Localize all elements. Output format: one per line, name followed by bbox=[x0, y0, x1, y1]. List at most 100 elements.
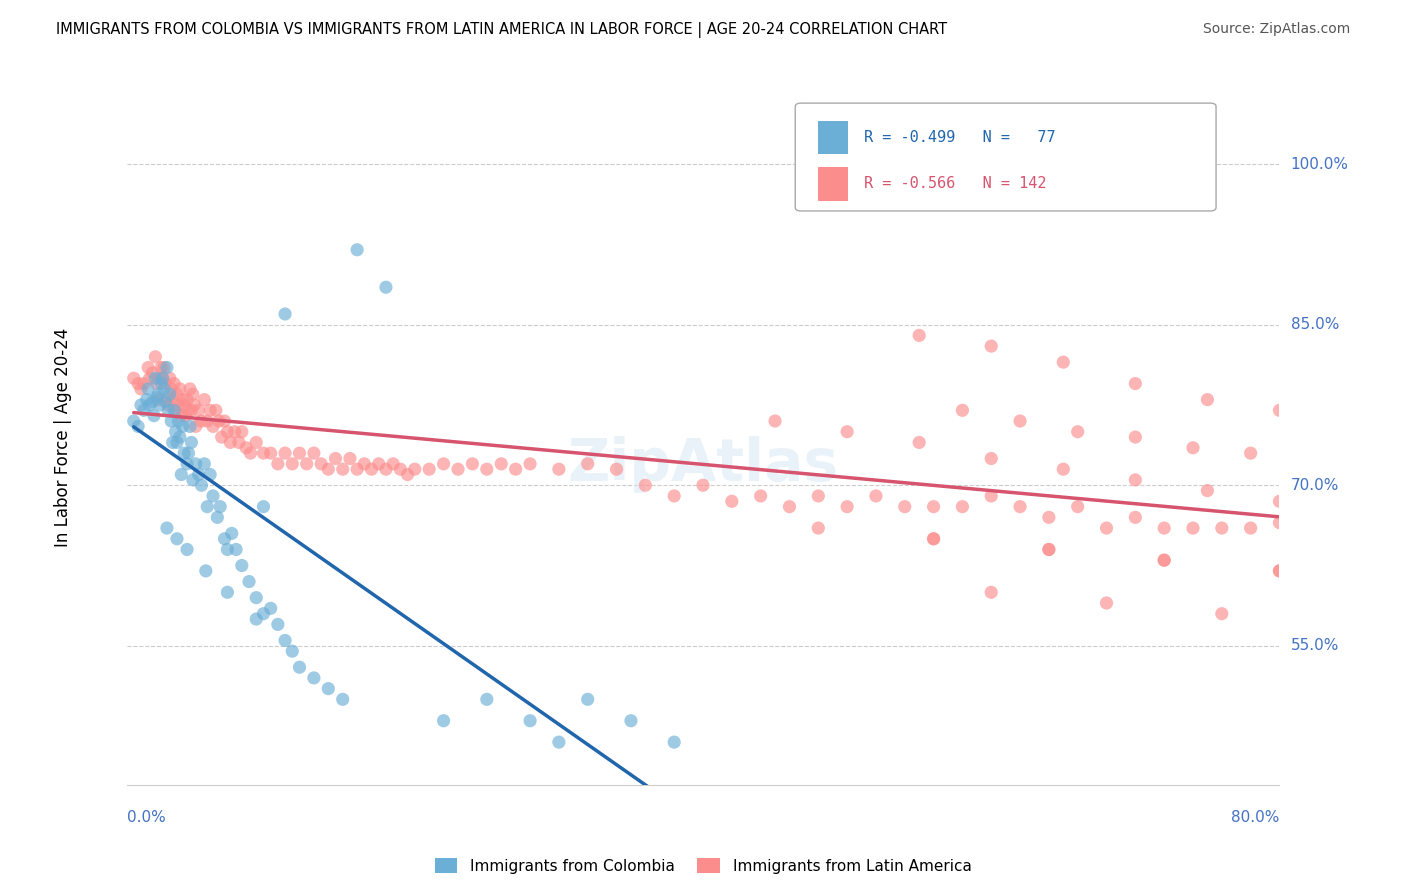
Point bbox=[141, 394, 163, 409]
Point bbox=[169, 382, 191, 396]
Point bbox=[172, 392, 194, 407]
Point bbox=[692, 478, 714, 492]
Point bbox=[194, 564, 217, 578]
Point bbox=[159, 387, 181, 401]
Point bbox=[163, 376, 186, 391]
Point bbox=[1067, 425, 1090, 439]
Point bbox=[129, 382, 152, 396]
Text: 55.0%: 55.0% bbox=[1291, 639, 1339, 653]
Point bbox=[1052, 355, 1074, 369]
Point bbox=[1181, 521, 1204, 535]
Point bbox=[167, 414, 190, 428]
Point bbox=[177, 403, 200, 417]
Text: 85.0%: 85.0% bbox=[1291, 318, 1339, 332]
Point bbox=[807, 521, 830, 535]
Point bbox=[353, 457, 375, 471]
Text: ZipAtlas: ZipAtlas bbox=[568, 436, 838, 493]
Point bbox=[1095, 596, 1118, 610]
Point bbox=[231, 558, 253, 573]
Point bbox=[187, 403, 209, 417]
Point bbox=[1095, 521, 1118, 535]
Point bbox=[404, 462, 426, 476]
Point bbox=[274, 446, 297, 460]
Point bbox=[433, 714, 456, 728]
Point bbox=[152, 371, 174, 385]
Text: Source: ZipAtlas.com: Source: ZipAtlas.com bbox=[1202, 22, 1350, 37]
Point bbox=[1038, 510, 1060, 524]
Point bbox=[167, 398, 190, 412]
Point bbox=[198, 403, 221, 417]
Point bbox=[166, 387, 188, 401]
Point bbox=[173, 398, 195, 412]
Point bbox=[980, 339, 1002, 353]
Point bbox=[180, 435, 202, 450]
Point bbox=[325, 451, 347, 466]
Point bbox=[136, 360, 159, 375]
Point bbox=[190, 414, 212, 428]
Point bbox=[172, 419, 194, 434]
Point bbox=[519, 457, 541, 471]
Text: IMMIGRANTS FROM COLOMBIA VS IMMIGRANTS FROM LATIN AMERICA IN LABOR FORCE | AGE 2: IMMIGRANTS FROM COLOMBIA VS IMMIGRANTS F… bbox=[56, 22, 948, 38]
Point bbox=[187, 467, 209, 482]
Point bbox=[202, 419, 225, 434]
Point bbox=[174, 409, 197, 423]
Text: R = -0.499   N =   77: R = -0.499 N = 77 bbox=[865, 129, 1056, 145]
Point bbox=[1038, 542, 1060, 557]
Point bbox=[252, 446, 274, 460]
Point bbox=[221, 526, 243, 541]
Point bbox=[208, 414, 231, 428]
Point bbox=[1268, 564, 1291, 578]
Point bbox=[150, 376, 173, 391]
Point bbox=[157, 398, 180, 412]
Point bbox=[1067, 500, 1090, 514]
Point bbox=[225, 542, 247, 557]
Point bbox=[132, 403, 155, 417]
Point bbox=[922, 500, 945, 514]
Point bbox=[136, 382, 159, 396]
Legend: Immigrants from Colombia, Immigrants from Latin America: Immigrants from Colombia, Immigrants fro… bbox=[429, 852, 977, 880]
Point bbox=[217, 585, 239, 599]
Point bbox=[252, 500, 274, 514]
Point bbox=[179, 419, 201, 434]
Point bbox=[259, 601, 281, 615]
Point bbox=[163, 403, 186, 417]
Point bbox=[160, 382, 183, 396]
Point bbox=[267, 457, 290, 471]
Point bbox=[179, 382, 201, 396]
Point bbox=[281, 457, 304, 471]
Point bbox=[576, 457, 599, 471]
Point bbox=[1197, 483, 1219, 498]
Point bbox=[156, 360, 179, 375]
Point bbox=[146, 376, 169, 391]
Bar bbox=[818, 167, 848, 201]
Point bbox=[176, 392, 198, 407]
Point bbox=[176, 457, 198, 471]
Point bbox=[231, 425, 253, 439]
Point bbox=[634, 478, 657, 492]
Point bbox=[1240, 521, 1263, 535]
Point bbox=[908, 435, 931, 450]
Point bbox=[193, 457, 215, 471]
Point bbox=[207, 510, 229, 524]
Point bbox=[181, 387, 204, 401]
Point bbox=[332, 692, 354, 706]
Point bbox=[181, 473, 204, 487]
Point bbox=[184, 457, 207, 471]
Point bbox=[1008, 500, 1031, 514]
Point bbox=[180, 403, 202, 417]
Point bbox=[664, 735, 686, 749]
Point bbox=[183, 398, 205, 412]
Point bbox=[922, 532, 945, 546]
Point bbox=[148, 392, 170, 407]
Point bbox=[259, 446, 281, 460]
Text: 70.0%: 70.0% bbox=[1291, 478, 1339, 492]
Point bbox=[193, 392, 215, 407]
Point bbox=[141, 366, 163, 380]
Point bbox=[195, 500, 218, 514]
Point bbox=[238, 574, 260, 589]
Point bbox=[122, 371, 145, 385]
Point bbox=[374, 280, 398, 294]
Point bbox=[1123, 510, 1146, 524]
Point bbox=[576, 692, 599, 706]
Point bbox=[295, 457, 318, 471]
